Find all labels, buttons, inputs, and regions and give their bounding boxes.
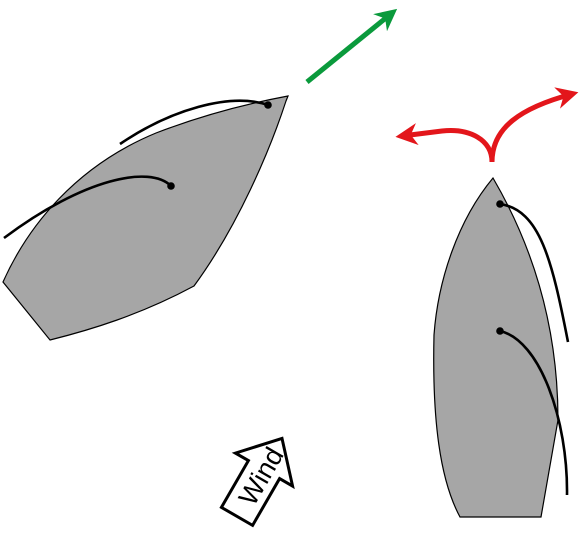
main-sail: [499, 329, 569, 496]
red-split-arrow-icon: [395, 87, 579, 163]
close-hauled-boat: [2, 95, 289, 341]
mast-point: [496, 327, 504, 335]
jib-sail: [119, 99, 269, 146]
boat-hull: [2, 95, 289, 341]
jib-tack-point: [496, 200, 504, 208]
wind-arrow-icon: Wind: [219, 436, 295, 528]
mast-point: [167, 182, 175, 190]
main-sail: [3, 175, 172, 240]
jib-tack-point: [264, 101, 272, 109]
jib-sail: [499, 202, 570, 343]
head-to-wind-boat: [433, 176, 570, 518]
green-arrow-icon: [305, 8, 398, 84]
boat-hull: [433, 176, 559, 518]
